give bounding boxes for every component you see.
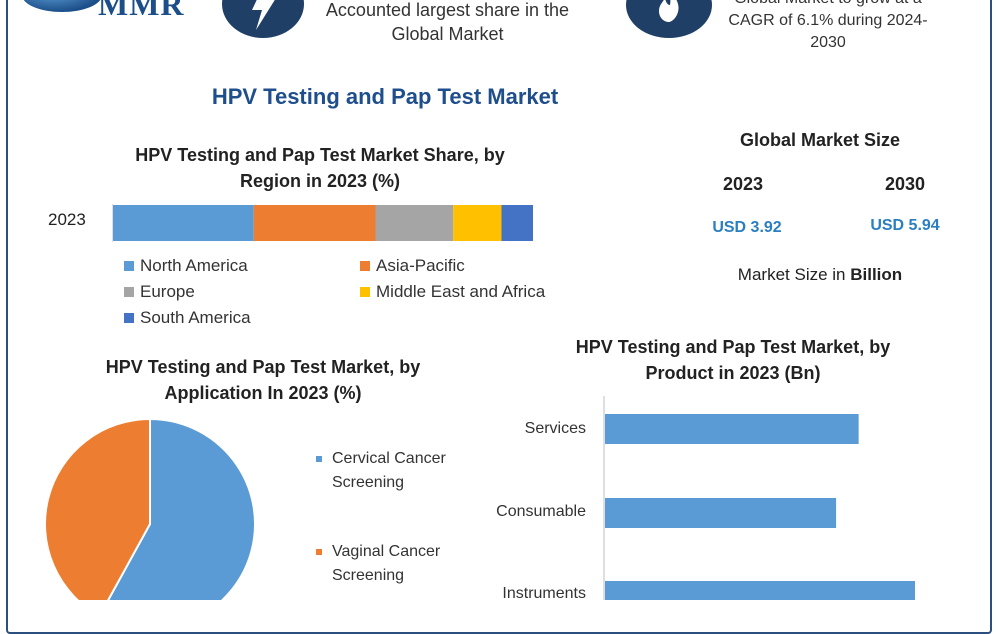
legend-swatch: [124, 287, 134, 297]
product-chart-title: HPV Testing and Pap Test Market, by Prod…: [575, 337, 891, 383]
market-size-title: Global Market Size: [739, 130, 901, 150]
bar-north-america: [113, 205, 254, 241]
legend-swatch: [360, 287, 370, 297]
region-legend: North America Asia-Pacific Europe Middle…: [124, 256, 574, 336]
page-title: HPV Testing and Pap Test Market: [211, 84, 559, 109]
legend-swatch: [316, 455, 322, 462]
market-size-unit: Market Size in Billion: [737, 265, 903, 284]
lightning-icon: [222, 0, 304, 38]
legend-swatch: [316, 548, 322, 555]
region-stacked-bar-chart: [112, 204, 533, 242]
stat-cagr: Global Market to grow at a CAGR of 6.1% …: [728, 0, 928, 51]
legend-item-asia-pacific: Asia-Pacific: [360, 256, 465, 276]
stat-largest-share: Accounted largest share in the Global Ma…: [325, 0, 570, 44]
bar-asia-pacific: [253, 205, 376, 241]
mmr-logo: MMR: [0, 0, 200, 22]
bar-instruments: [605, 581, 915, 600]
application-chart-title: HPV Testing and Pap Test Market, by Appl…: [105, 357, 421, 403]
pie-slice-vaginal: [44, 417, 151, 600]
market-value-2030: USD 5.94: [870, 217, 940, 234]
bar-mea: [453, 205, 502, 241]
market-year-2030: 2030: [884, 174, 926, 194]
legend-swatch: [124, 313, 134, 323]
application-pie-chart: [44, 417, 256, 600]
flame-icon: [626, 0, 712, 38]
bar-services: [605, 414, 859, 444]
region-chart-title: HPV Testing and Pap Test Market Share, b…: [135, 145, 505, 191]
product-label-instruments: Instruments: [502, 585, 586, 602]
market-year-2023: 2023: [722, 174, 764, 194]
bar-consumable: [605, 498, 837, 528]
product-label-consumable: Consumable: [496, 503, 586, 520]
logo-swoosh-icon: [22, 0, 102, 12]
legend-item-south-america: South America: [124, 308, 251, 328]
legend-item-north-america: North America: [124, 256, 248, 276]
bar-south-america: [501, 205, 533, 241]
product-bar-chart: [603, 396, 915, 600]
pie-legend-vaginal: Vaginal Cancer Screening: [316, 540, 476, 588]
region-category-label: 2023: [48, 210, 86, 229]
product-label-services: Services: [524, 420, 586, 437]
pie-slice-cervical: [107, 417, 256, 600]
market-value-2023: USD 3.92: [712, 219, 782, 236]
legend-swatch: [124, 261, 134, 271]
legend-item-mea: Middle East and Africa: [360, 282, 545, 302]
legend-swatch: [360, 261, 370, 271]
logo-text: MMR: [98, 0, 185, 22]
legend-item-europe: Europe: [124, 282, 195, 302]
bar-europe: [375, 205, 454, 241]
pie-legend-cervical: Cervical Cancer Screening: [316, 447, 476, 495]
